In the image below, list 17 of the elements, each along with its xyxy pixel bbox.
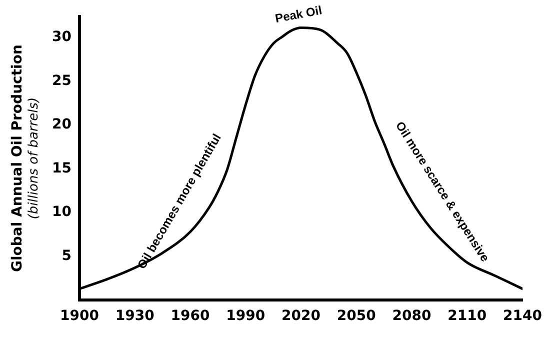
y-tick-label: 20 bbox=[52, 116, 72, 133]
y-tick-label: 5 bbox=[62, 248, 72, 264]
x-tick-label: 2050 bbox=[336, 308, 376, 324]
y-tick-label: 30 bbox=[52, 29, 72, 46]
x-tick-label: 1990 bbox=[226, 308, 266, 324]
y-tick-label: 10 bbox=[52, 204, 72, 220]
y-tick-label: 25 bbox=[52, 72, 72, 89]
annotation: Peak Oil bbox=[274, 3, 324, 26]
x-tick-label: 1930 bbox=[115, 308, 155, 324]
y-tick-label: 15 bbox=[52, 160, 72, 176]
x-tick-label: 2080 bbox=[392, 308, 432, 324]
x-tick-label: 1900 bbox=[60, 308, 100, 324]
x-tick-label: 2020 bbox=[282, 308, 321, 324]
x-tick-label: 1960 bbox=[170, 308, 210, 324]
x-tick-label: 2140 bbox=[503, 308, 542, 324]
x-tick-label: 2110 bbox=[448, 308, 487, 324]
y-axis-title: Global Annual Oil Production (billions of barrels) bbox=[10, 44, 42, 272]
